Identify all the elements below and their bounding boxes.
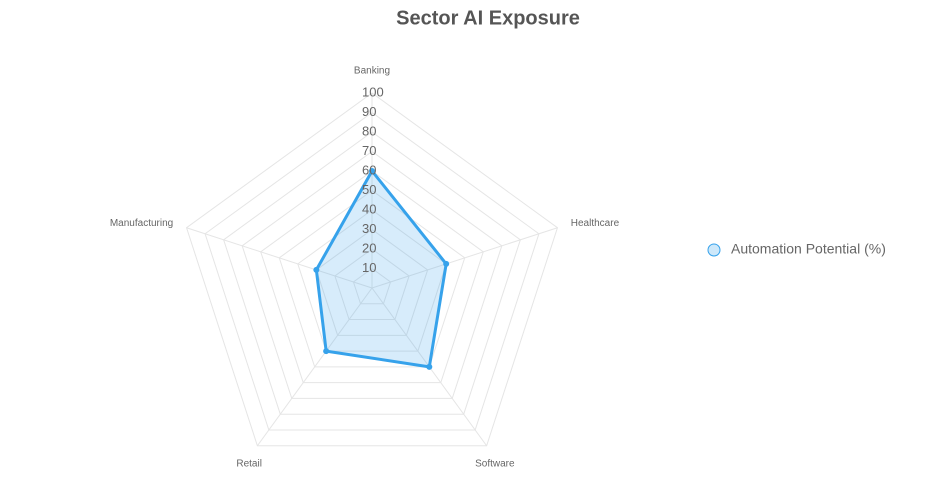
r-tick-label: 60 [362, 162, 376, 177]
category-label: Software [475, 458, 515, 469]
grid-line [352, 267, 392, 305]
grid-line [241, 150, 503, 399]
r-tick-label: 90 [362, 104, 376, 119]
grid-line [223, 131, 521, 415]
grid-line [185, 92, 559, 447]
data-point [369, 168, 375, 174]
grid-line [334, 248, 410, 321]
category-label: Manufacturing [110, 218, 173, 229]
data-point [323, 348, 330, 355]
grid-line [260, 170, 484, 384]
chart-title: Sector AI Exposure [396, 7, 580, 29]
legend-label: Automation Potential (%) [731, 241, 886, 257]
r-tick-label: 70 [362, 143, 376, 158]
series-area [314, 169, 448, 369]
data-point [426, 363, 433, 370]
data-point [443, 260, 450, 267]
grid-line [297, 209, 447, 352]
data-point [313, 266, 320, 273]
category-label: Retail [236, 458, 262, 469]
r-tick-label: 40 [362, 201, 376, 216]
r-tick-label: 80 [362, 123, 376, 138]
r-tick-label: 20 [362, 240, 376, 255]
grid-line [204, 111, 540, 431]
r-tick-label: 10 [362, 260, 376, 275]
legend-marker [707, 243, 721, 257]
grid-line [278, 189, 466, 368]
category-label: Healthcare [571, 218, 620, 229]
r-tick-label: 50 [362, 182, 376, 197]
r-tick-label: 30 [362, 221, 376, 236]
category-label: Banking [354, 66, 390, 77]
grid-line [315, 228, 429, 336]
r-tick-label: 100 [362, 84, 384, 99]
